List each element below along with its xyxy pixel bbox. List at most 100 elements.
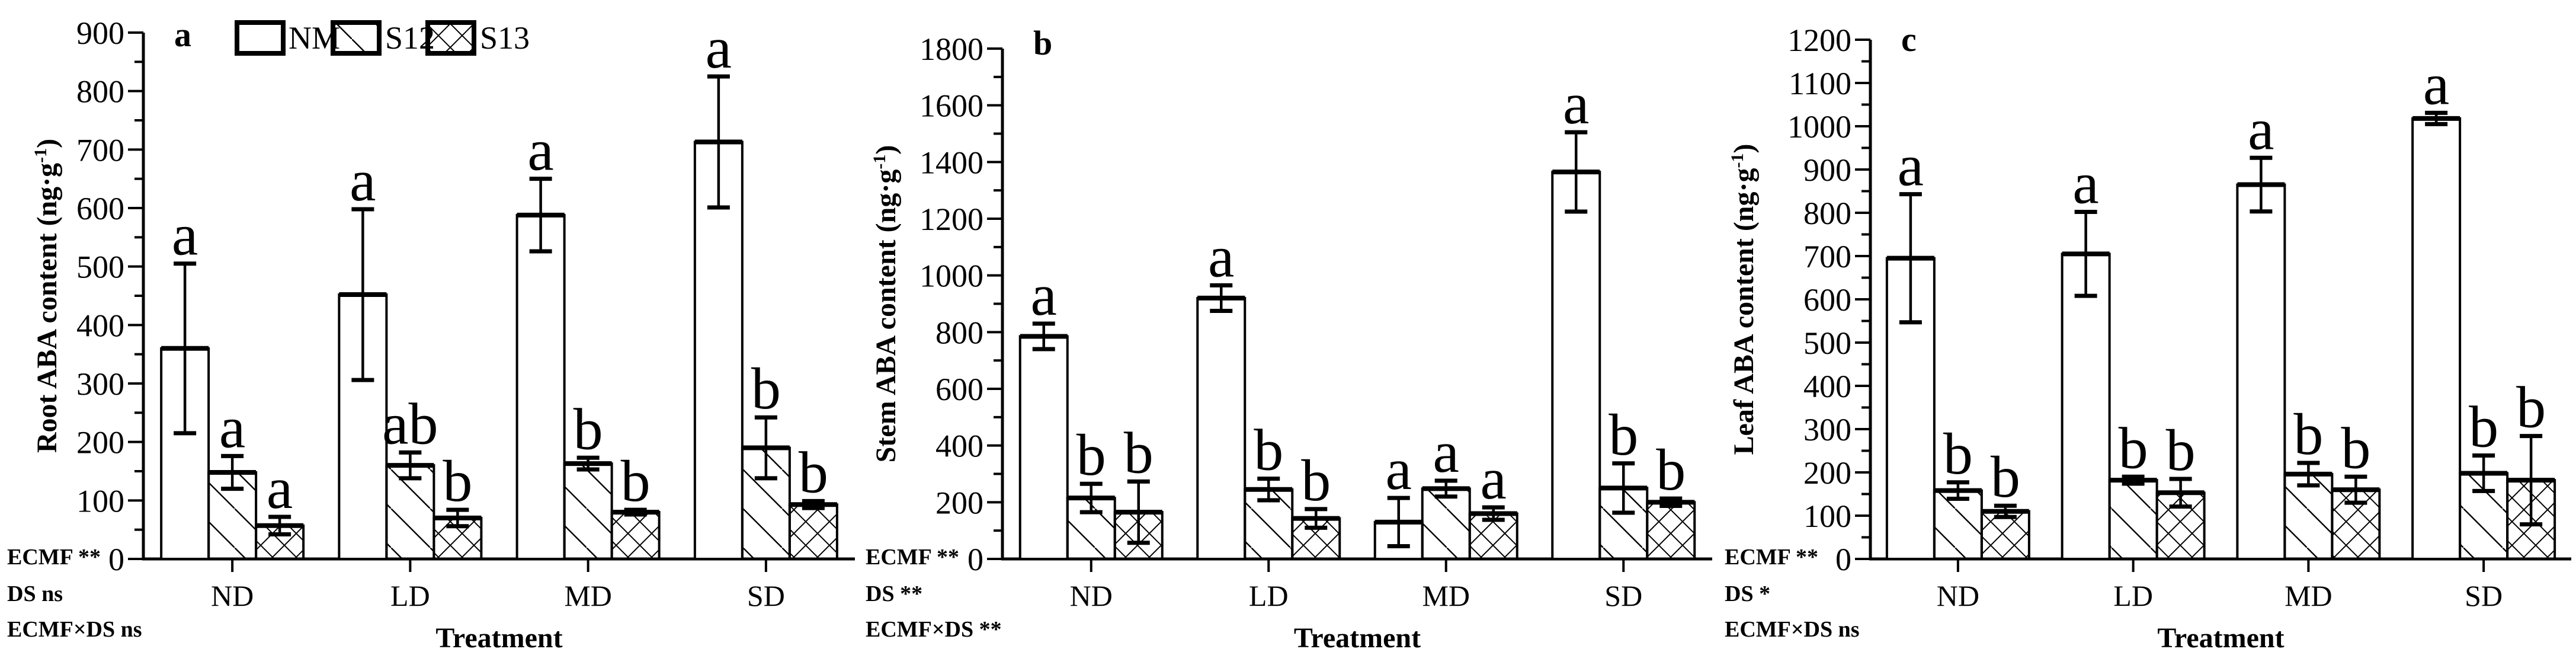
sig-letter: a [219,394,245,460]
x-tick-label: LD [2113,579,2153,612]
y-tick-label: 900 [76,15,124,51]
sig-letter: b [621,448,651,514]
sig-letter: b [1076,422,1106,488]
y-tick-label: 1600 [919,88,983,124]
y-tick-label: 500 [1803,325,1851,361]
y-axis-title: Leaf ABA content (ng·g-1) [1728,144,1760,455]
legend-swatch-S12 [331,20,382,56]
sig-letter: b [2166,417,2196,483]
y-tick-label: 400 [76,308,124,343]
bar-S12-MD [1421,487,1471,561]
y-tick-label: 1200 [919,202,983,237]
legend-swatch-NM [235,20,286,56]
y-tick-label: 600 [76,191,124,226]
bar-S12-LD [2108,479,2158,561]
y-tick-label: 100 [1803,498,1851,534]
y-tick-label: 200 [1803,455,1851,491]
y-tick-label: 1000 [919,258,983,294]
sig-letter: a [1563,71,1589,136]
panel-label: c [1901,20,1917,59]
y-tick-label: 200 [935,485,983,520]
x-tick-label: SD [747,579,785,612]
sig-letter: a [172,202,198,268]
x-tick-label: ND [211,579,254,612]
sig-letter: a [1208,223,1234,289]
x-tick-label: MD [564,579,612,612]
stats-line: ECMF ** [1725,545,1818,570]
bar-NM-LD [2061,253,2111,561]
sig-letter: b [1254,417,1283,483]
x-tick-label: MD [2285,579,2333,612]
x-axis-title: Treatment [2157,622,2284,654]
y-tick-label: 1200 [1787,23,1851,58]
stats-line: ECMF×DS ns [7,617,142,642]
sig-letter: b [1609,402,1638,468]
stats-line: ECMF×DS ns [1725,617,1860,642]
y-tick-label: 300 [76,366,124,402]
sig-letter: b [2469,394,2498,460]
sig-letter: b [751,356,781,421]
sig-letter: b [1991,444,2020,510]
y-tick-label: 1800 [919,31,983,67]
bar-NM-SD [1551,171,1601,560]
y-tick-label: 500 [76,250,124,285]
x-tick-label: MD [1422,579,1470,612]
sig-letter: a [267,455,293,521]
y-tick-label: 400 [935,429,983,464]
sig-letter: ab [382,391,438,456]
panel-label: b [1033,24,1052,62]
bar-S13-LD [432,516,483,561]
y-tick-label: 700 [1803,239,1851,274]
sig-letter: a [527,117,553,183]
x-tick-label: ND [1937,579,1979,612]
bar-NM-SD [2411,117,2462,561]
bar-S12-MD [563,462,613,560]
sig-letter: a [1898,133,1924,199]
bar-S13-MD [610,511,661,560]
y-tick-label: 600 [935,372,983,407]
y-tick-label: 1000 [1787,109,1851,145]
bar-NM-MD [515,213,566,560]
bar-S13-ND [1980,510,2030,561]
y-axis-title: Stem ABA content (ng·g-1) [870,145,902,463]
y-tick-label: 200 [76,425,124,461]
stats-line: ECMF×DS ** [866,617,1002,642]
panel-label: a [174,15,191,54]
sig-letter: a [1031,262,1057,328]
panel-a: 0100200300400500600700800900NDaaaLDaabbM… [7,15,855,654]
y-tick-label: 1400 [919,145,983,180]
y-tick-label: 100 [76,483,124,519]
y-tick-label: 400 [1803,369,1851,404]
sig-letter: b [443,448,472,514]
y-tick-label: 800 [1803,196,1851,231]
y-tick-label: 800 [76,74,124,110]
x-tick-label: SD [1604,579,1642,612]
sig-letter: b [799,439,828,505]
stats-line: ECMF ** [7,545,101,570]
bar-NM-MD [2236,183,2286,560]
x-tick-label: LD [1249,579,1289,612]
bar-S12-ND [1933,489,1983,560]
y-tick-label: 0 [1835,542,1851,577]
x-axis-title: Treatment [1294,622,1421,654]
y-tick-label: 800 [935,315,983,350]
bar-S13-SD [788,503,838,560]
panel-c: 0 100 200 300 400 500 600 700 800 900 1000 1100 1200… [1725,20,2571,654]
y-tick-label: 300 [1803,412,1851,448]
sig-letter: b [2516,375,2546,440]
x-tick-label: ND [1070,579,1113,612]
bar-S13-SD [1646,501,1696,560]
y-axis-title: Root ABA content (ng·g-1) [31,139,63,453]
sig-letter: b [1656,437,1686,503]
sig-letter: b [2293,401,2323,467]
stats-line: DS * [1725,581,1770,606]
y-tick-label: 900 [1803,152,1851,188]
x-tick-label: LD [390,579,430,612]
sig-letter: a [2423,51,2449,117]
y-tick-label: 1100 [1789,66,1851,101]
y-tick-label: 0 [108,542,124,577]
sig-letter: b [2119,415,2148,481]
